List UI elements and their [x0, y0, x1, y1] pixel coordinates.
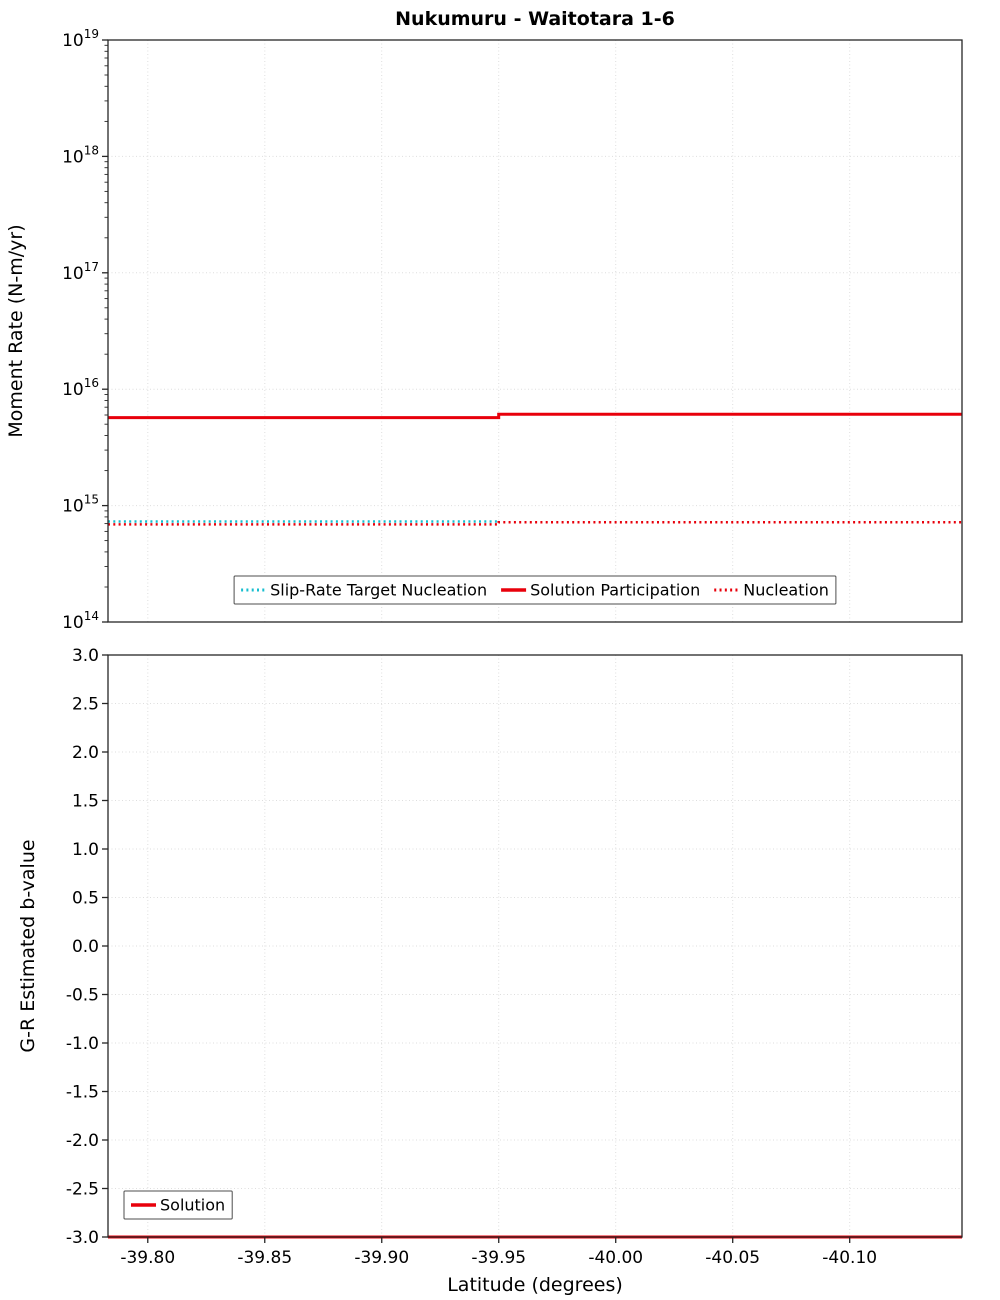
y-tick-label: -2.0 [66, 1131, 99, 1151]
legend-box [233, 575, 837, 605]
moment-rate-axis-label: Moment Rate (N-m/yr) [5, 224, 27, 437]
x-tick-label: -40.10 [822, 1248, 877, 1268]
x-tick-label: -39.80 [120, 1248, 175, 1268]
x-axis-label: Latitude (degrees) [447, 1274, 623, 1296]
plot-border [107, 39, 963, 623]
plot-area [108, 40, 962, 622]
x-tick-label: -40.05 [705, 1248, 760, 1268]
x-tick-label: -39.90 [354, 1248, 409, 1268]
y-tick-label: 2.5 [72, 695, 99, 715]
y-tick-label: -1.0 [66, 1034, 99, 1054]
b-value-axis-label: G-R Estimated b-value [17, 839, 39, 1052]
y-tick-label: -0.5 [66, 986, 99, 1006]
y-tick-label: 2.0 [72, 743, 99, 763]
y-tick-label: 0.5 [72, 889, 99, 909]
y-tick-label: 1.0 [72, 840, 99, 860]
y-tick-label: -2.5 [66, 1180, 99, 1200]
x-tick-label: -39.95 [471, 1248, 526, 1268]
figure-title: Nukumuru - Waitotara 1-6 [395, 8, 675, 30]
x-tick-label: -40.00 [588, 1248, 643, 1268]
chart-1: 3.0 2.5 2.0 1.5 1.0 0.5 0.0 -0.5 -1.0 -1.5 -2.0 -2.… [66, 646, 963, 1268]
y-tick-label: 1014 [62, 609, 99, 633]
legend-label: Slip-Rate Target Nucleation [270, 581, 487, 600]
legend: Slip-Rate Target Nucleation Solution Part… [233, 575, 837, 605]
y-tick-label: 1015 [62, 493, 99, 517]
legend-label: Solution Participation [530, 581, 700, 600]
legend: Solution [123, 1190, 233, 1220]
series-line-solution-participation [108, 412, 962, 420]
y-tick-label: 1019 [62, 27, 99, 51]
series-line-nucleation [108, 520, 962, 526]
y-tick-label: 1017 [62, 260, 99, 284]
chart-0: 1014 1015 1016 1017 1018 1019 Slip-Rate Target… [62, 27, 963, 633]
y-tick-label: 1016 [62, 376, 99, 400]
legend-label: Solution [160, 1196, 225, 1215]
y-tick-label: -1.5 [66, 1083, 99, 1103]
x-tick-label: -39.85 [237, 1248, 292, 1268]
y-tick-label: 1018 [62, 143, 99, 167]
y-tick-label: 1.5 [72, 792, 99, 812]
y-tick-label: 3.0 [72, 646, 99, 666]
y-tick-label: 0.0 [72, 937, 99, 957]
legend-box [123, 1190, 233, 1220]
render-layer: 1014 1015 1016 1017 1018 1019 Slip-Rate Target… [62, 27, 963, 1268]
legend-label: Nucleation [743, 581, 829, 600]
y-tick-label: -3.0 [66, 1228, 99, 1248]
